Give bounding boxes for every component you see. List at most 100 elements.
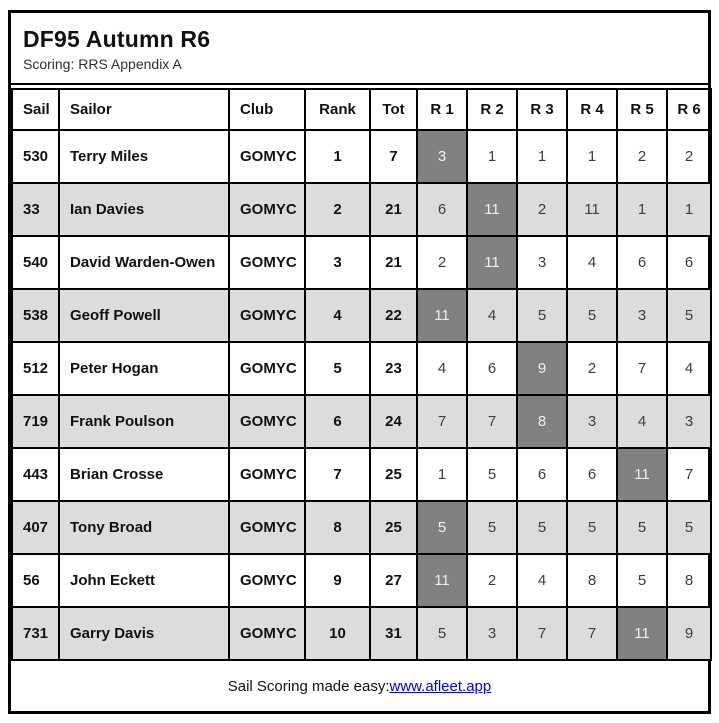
race-score-cell: 5 — [466, 500, 518, 556]
race-score-cell: 1 — [466, 129, 518, 185]
race-score-cell: 1 — [516, 129, 568, 185]
column-header-r-1: R 1 — [416, 88, 468, 132]
race-score-cell: 6 — [616, 235, 668, 291]
footer-bar: Sail Scoring made easy: www.afleet.app — [11, 661, 708, 711]
discard-score-cell: 11 — [616, 447, 668, 503]
club-cell: GOMYC — [228, 606, 306, 662]
discard-score-cell: 5 — [416, 500, 468, 556]
race-score-cell: 2 — [466, 553, 518, 609]
discard-score-cell: 9 — [516, 341, 568, 397]
race-score-cell: 3 — [466, 606, 518, 662]
race-score-cell: 11 — [566, 182, 618, 238]
race-score-cell: 1 — [566, 129, 618, 185]
race-score-cell: 4 — [616, 394, 668, 450]
column-header-r-6: R 6 — [666, 88, 712, 132]
race-score-cell: 5 — [416, 606, 468, 662]
scoring-subtitle: Scoring: RRS Appendix A — [23, 56, 182, 73]
club-cell: GOMYC — [228, 235, 306, 291]
race-score-cell: 7 — [616, 341, 668, 397]
table-row: 443 Brian Crosse GOMYC 7 25 1 5 6 6 11 7 — [11, 447, 712, 503]
sailor-cell: Brian Crosse — [58, 447, 230, 503]
race-score-cell: 2 — [516, 182, 568, 238]
sail-cell: 538 — [11, 288, 60, 344]
tot-cell: 24 — [369, 394, 418, 450]
rank-cell: 10 — [304, 606, 371, 662]
rank-cell: 3 — [304, 235, 371, 291]
race-score-cell: 5 — [466, 447, 518, 503]
tot-cell: 25 — [369, 447, 418, 503]
race-score-cell: 5 — [666, 500, 712, 556]
race-score-cell: 1 — [416, 447, 468, 503]
race-score-cell: 4 — [516, 553, 568, 609]
club-cell: GOMYC — [228, 182, 306, 238]
tot-cell: 21 — [369, 235, 418, 291]
column-header-r-5: R 5 — [616, 88, 668, 132]
sailor-cell: Ian Davies — [58, 182, 230, 238]
race-score-cell: 8 — [666, 553, 712, 609]
discard-score-cell: 11 — [416, 288, 468, 344]
footer-text: Sail Scoring made easy: — [227, 677, 390, 695]
sailor-cell: Frank Poulson — [58, 394, 230, 450]
sail-cell: 731 — [11, 606, 60, 662]
tot-cell: 7 — [369, 129, 418, 185]
race-score-cell: 6 — [566, 447, 618, 503]
rank-cell: 7 — [304, 447, 371, 503]
results-tbody: 530 Terry Miles GOMYC 1 7 3 1 1 1 2 2 33 Ian Davies G… — [11, 129, 712, 662]
race-score-cell: 5 — [516, 288, 568, 344]
race-score-cell: 7 — [666, 447, 712, 503]
race-score-cell: 5 — [566, 500, 618, 556]
table-row: 33 Ian Davies GOMYC 2 21 6 11 2 11 1 1 — [11, 182, 712, 238]
sailor-cell: Terry Miles — [58, 129, 230, 185]
race-score-cell: 4 — [416, 341, 468, 397]
race-score-cell: 2 — [416, 235, 468, 291]
sail-cell: 530 — [11, 129, 60, 185]
race-score-cell: 7 — [416, 394, 468, 450]
discard-score-cell: 11 — [466, 182, 518, 238]
rank-cell: 2 — [304, 182, 371, 238]
table-row: 538 Geoff Powell GOMYC 4 22 11 4 5 5 3 5 — [11, 288, 712, 344]
race-score-cell: 7 — [466, 394, 518, 450]
column-header-tot: Tot — [369, 88, 418, 132]
race-score-cell: 5 — [616, 500, 668, 556]
race-score-cell: 4 — [466, 288, 518, 344]
race-score-cell: 6 — [516, 447, 568, 503]
table-row: 512 Peter Hogan GOMYC 5 23 4 6 9 2 7 4 — [11, 341, 712, 397]
race-score-cell: 2 — [616, 129, 668, 185]
race-score-cell: 3 — [566, 394, 618, 450]
tot-cell: 27 — [369, 553, 418, 609]
race-score-cell: 6 — [666, 235, 712, 291]
discard-score-cell: 11 — [416, 553, 468, 609]
discard-score-cell: 11 — [466, 235, 518, 291]
discard-score-cell: 11 — [616, 606, 668, 662]
sailor-cell: Peter Hogan — [58, 341, 230, 397]
race-score-cell: 3 — [616, 288, 668, 344]
race-score-cell: 1 — [616, 182, 668, 238]
rank-cell: 6 — [304, 394, 371, 450]
club-cell: GOMYC — [228, 288, 306, 344]
sail-cell: 719 — [11, 394, 60, 450]
race-score-cell: 1 — [666, 182, 712, 238]
table-row: 719 Frank Poulson GOMYC 6 24 7 7 8 3 4 3 — [11, 394, 712, 450]
sail-cell: 540 — [11, 235, 60, 291]
rank-cell: 5 — [304, 341, 371, 397]
discard-score-cell: 8 — [516, 394, 568, 450]
sail-cell: 443 — [11, 447, 60, 503]
page-title: DF95 Autumn R6 — [23, 26, 211, 52]
race-score-cell: 4 — [666, 341, 712, 397]
column-header-r-2: R 2 — [466, 88, 518, 132]
club-cell: GOMYC — [228, 447, 306, 503]
race-score-cell: 7 — [516, 606, 568, 662]
sail-cell: 407 — [11, 500, 60, 556]
column-header-r-4: R 4 — [566, 88, 618, 132]
rank-cell: 9 — [304, 553, 371, 609]
sailor-cell: Geoff Powell — [58, 288, 230, 344]
afleet-link[interactable]: www.afleet.app — [389, 677, 492, 695]
sailor-cell: John Eckett — [58, 553, 230, 609]
table-row: 731 Garry Davis GOMYC 10 31 5 3 7 7 11 9 — [11, 606, 712, 662]
club-cell: GOMYC — [228, 341, 306, 397]
title-block: DF95 Autumn R6 Scoring: RRS Appendix A — [11, 13, 708, 86]
